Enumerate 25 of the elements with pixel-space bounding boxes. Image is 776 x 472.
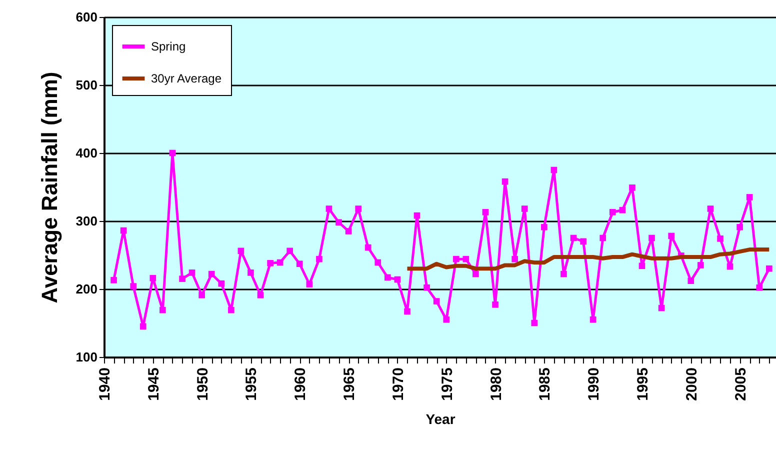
y-tick-label: 600 xyxy=(76,10,98,24)
legend-label: 30yr Average xyxy=(151,72,222,86)
x-tick-label: 1945 xyxy=(145,368,162,401)
x-tick-label: 1940 xyxy=(96,368,114,401)
y-tick-label: 300 xyxy=(76,214,98,228)
y-axis-title: Average Rainfall (mm) xyxy=(36,72,62,304)
line-series xyxy=(405,248,772,271)
y-tick-label: 500 xyxy=(76,78,98,92)
y-tick-label: 100 xyxy=(76,350,98,364)
x-tick-label: 2005 xyxy=(732,368,750,401)
x-axis-title: Year xyxy=(426,410,456,427)
x-tick-label: 1990 xyxy=(586,368,603,401)
x-tick-label: 1980 xyxy=(488,368,505,401)
x-tick-label: 1985 xyxy=(536,368,554,401)
x-tick-label: 1950 xyxy=(194,368,212,401)
x-tick-label: 1970 xyxy=(390,368,407,401)
x-tick-label: 1960 xyxy=(292,368,310,401)
x-tick-label: 2000 xyxy=(683,368,700,401)
x-tick-label: 1965 xyxy=(341,368,358,401)
y-tick-label: 200 xyxy=(76,282,98,296)
x-tick-label: 1995 xyxy=(634,368,652,401)
y-tick-label: 400 xyxy=(76,146,98,160)
legend-label: Spring xyxy=(151,40,186,54)
x-tick-label: 1975 xyxy=(438,368,456,401)
x-tick-label: 1955 xyxy=(243,368,260,401)
